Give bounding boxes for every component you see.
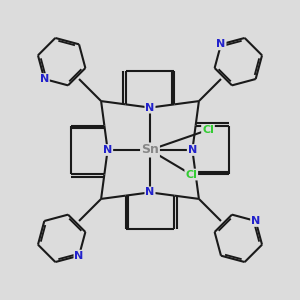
Text: N: N <box>146 188 154 197</box>
Text: N: N <box>103 145 112 155</box>
Text: N: N <box>40 74 49 84</box>
Text: N: N <box>188 145 197 155</box>
Text: N: N <box>216 39 226 49</box>
Text: Cl: Cl <box>202 125 214 135</box>
Text: Cl: Cl <box>185 169 197 179</box>
Text: N: N <box>74 251 84 261</box>
Text: Sn: Sn <box>141 143 159 157</box>
Text: N: N <box>251 216 260 226</box>
Text: N: N <box>146 103 154 112</box>
